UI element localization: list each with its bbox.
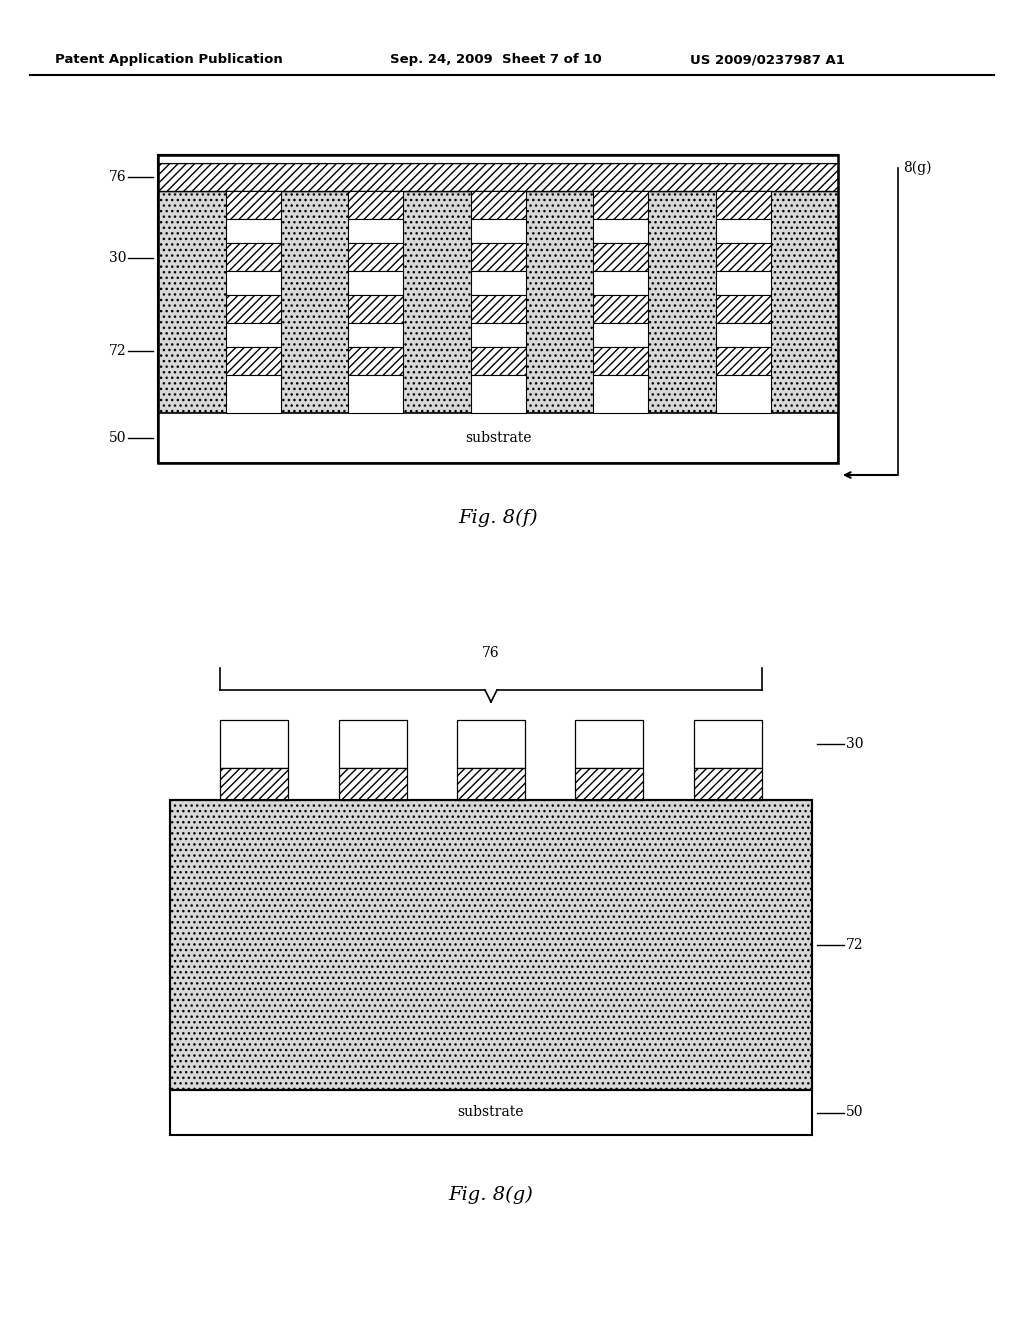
Bar	[470, 219, 525, 243]
Text: 76: 76	[482, 645, 500, 660]
Bar	[158, 191, 838, 413]
Bar	[457, 719, 525, 768]
Bar	[170, 800, 812, 1090]
Bar	[593, 243, 648, 271]
Bar	[225, 219, 281, 243]
Bar	[470, 191, 525, 219]
Bar	[716, 375, 770, 413]
Text: 72: 72	[109, 343, 126, 358]
Bar	[716, 294, 770, 323]
Bar	[716, 191, 770, 219]
Bar	[593, 375, 648, 413]
Bar	[348, 347, 403, 375]
Bar	[593, 191, 648, 219]
Bar	[348, 375, 403, 413]
Bar	[575, 719, 643, 768]
Text: substrate: substrate	[465, 432, 531, 445]
Bar	[225, 347, 281, 375]
Bar	[470, 243, 525, 271]
Bar	[348, 219, 403, 243]
Bar	[470, 323, 525, 347]
Bar	[593, 323, 648, 347]
Bar	[158, 413, 838, 463]
Text: Patent Application Publication: Patent Application Publication	[55, 54, 283, 66]
Text: Fig. 8(g): Fig. 8(g)	[449, 1185, 534, 1204]
Text: 76: 76	[109, 170, 126, 183]
Bar	[225, 191, 281, 219]
Bar	[339, 719, 407, 768]
Bar	[348, 191, 403, 219]
Bar	[470, 271, 525, 294]
Text: 30: 30	[846, 737, 863, 751]
Bar	[593, 294, 648, 323]
Bar	[220, 768, 289, 800]
Text: 50: 50	[109, 432, 126, 445]
Bar	[158, 162, 838, 191]
Bar	[225, 323, 281, 347]
Bar	[158, 154, 838, 463]
Bar	[348, 294, 403, 323]
Bar	[470, 294, 525, 323]
Bar	[225, 294, 281, 323]
Text: US 2009/0237987 A1: US 2009/0237987 A1	[690, 54, 845, 66]
Bar	[593, 271, 648, 294]
Bar	[158, 154, 838, 463]
Text: Sep. 24, 2009  Sheet 7 of 10: Sep. 24, 2009 Sheet 7 of 10	[390, 54, 602, 66]
Bar	[348, 323, 403, 347]
Bar	[225, 243, 281, 271]
Bar	[220, 719, 289, 768]
Bar	[716, 347, 770, 375]
Bar	[716, 271, 770, 294]
Bar	[158, 154, 838, 162]
Bar	[716, 243, 770, 271]
Bar	[170, 800, 812, 1090]
Bar	[339, 768, 407, 800]
Text: 72: 72	[846, 939, 863, 952]
Bar	[716, 323, 770, 347]
Bar	[225, 375, 281, 413]
Bar	[225, 271, 281, 294]
Text: Fig. 8(f): Fig. 8(f)	[458, 510, 538, 527]
Bar	[693, 719, 762, 768]
Bar	[457, 768, 525, 800]
Bar	[470, 347, 525, 375]
Text: 50: 50	[846, 1106, 863, 1119]
Bar	[575, 768, 643, 800]
Bar	[348, 271, 403, 294]
Text: 30: 30	[109, 251, 126, 264]
Bar	[593, 219, 648, 243]
Bar	[170, 1090, 812, 1135]
Text: substrate: substrate	[458, 1106, 524, 1119]
Text: 8(g): 8(g)	[903, 161, 932, 176]
Bar	[693, 768, 762, 800]
Bar	[470, 375, 525, 413]
Bar	[348, 243, 403, 271]
Bar	[170, 1090, 812, 1135]
Bar	[716, 219, 770, 243]
Bar	[593, 347, 648, 375]
